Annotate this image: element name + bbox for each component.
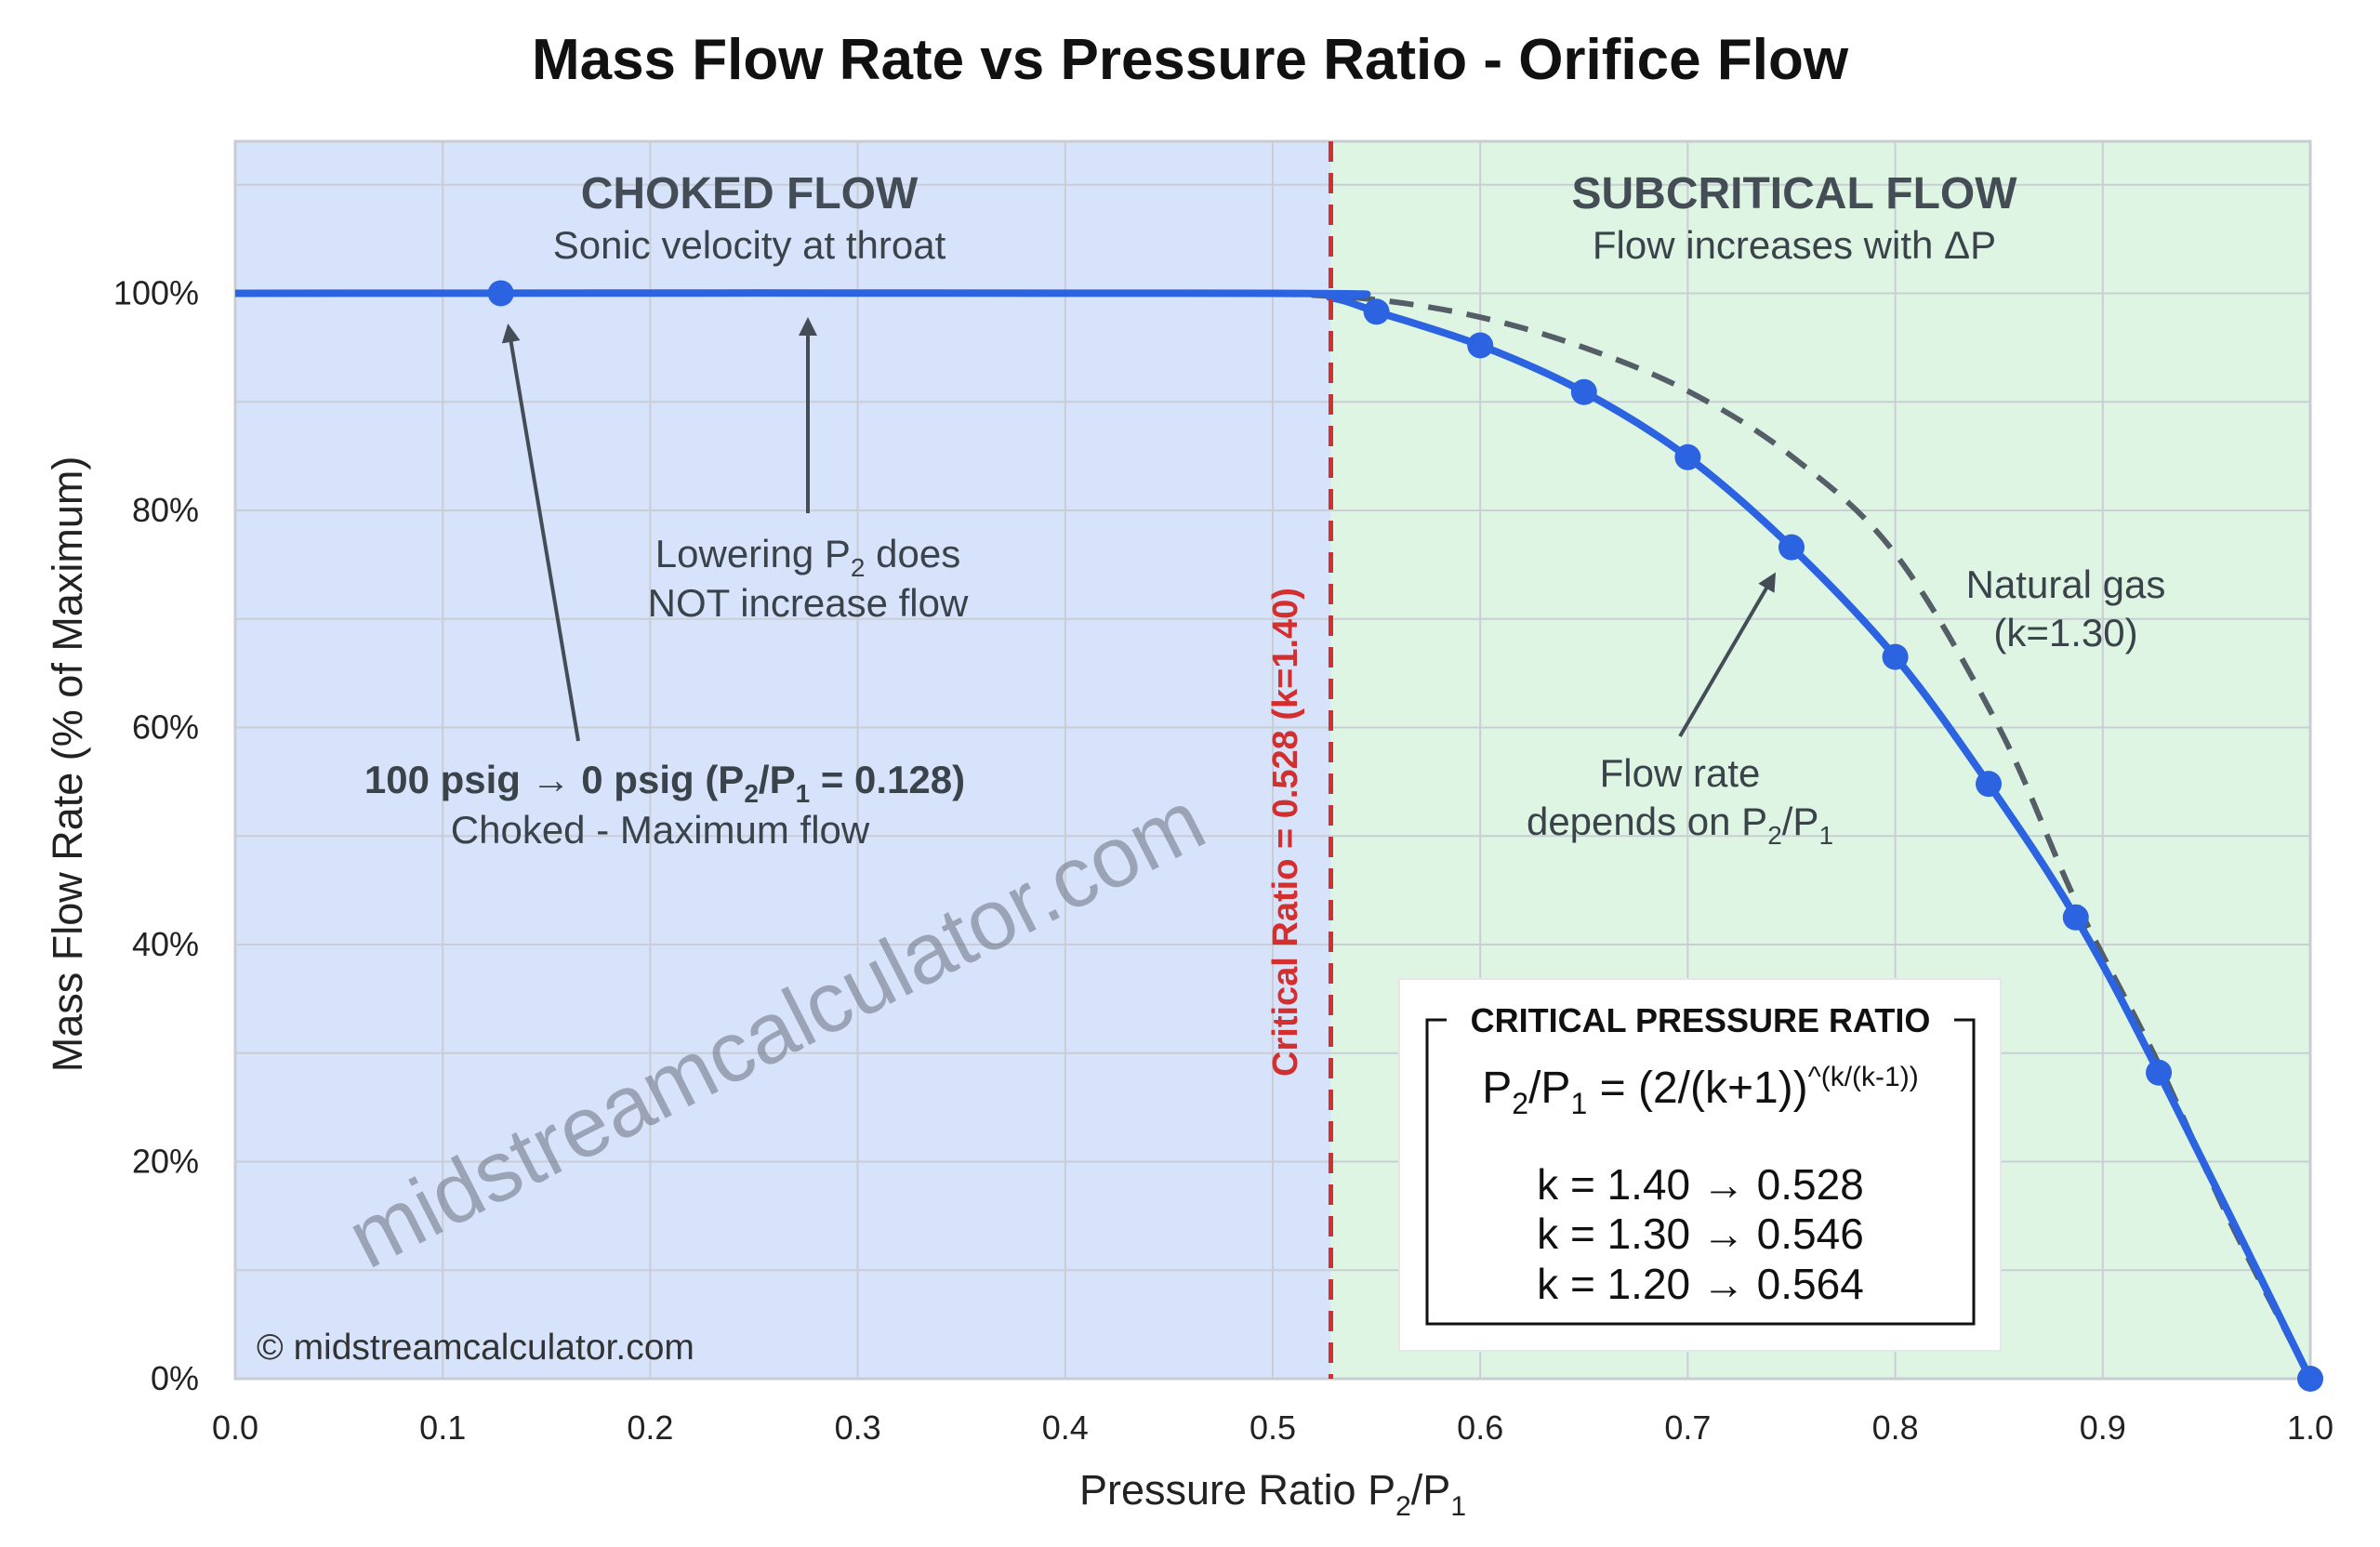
chart-title: Mass Flow Rate vs Pressure Ratio - Orifi… [532,28,1849,92]
data-point [1674,443,1701,470]
formula-row: k = 1.30 → 0.546 [1537,1210,1864,1258]
critical-ratio-label: Critical Ratio = 0.528 (k=1.40) [1266,588,1305,1077]
choked-flow-label: CHOKED FLOW [581,169,919,218]
data-point [1363,298,1390,325]
subcritical-flow-sublabel: Flow increases with ΔP [1593,223,1996,267]
x-tick-label: 0.4 [1042,1408,1089,1447]
x-tick-label: 0.1 [419,1408,466,1447]
subcritical-flow-label: SUBCRITICAL FLOW [1571,169,2017,218]
x-tick-label: 0.8 [1872,1408,1919,1447]
region-0 [235,141,1331,1379]
annotation-natural-gas-line1: Natural gas [1966,562,2166,606]
data-point [1882,643,1909,670]
x-tick-label: 1.0 [2287,1408,2334,1447]
arrow-psig [501,324,580,742]
y-tick-label: 0% [151,1359,199,1397]
y-tick-label: 100% [113,273,199,311]
data-point [1976,771,2003,798]
x-axis-label: Pressure Ratio P2/P1 [1079,1466,1466,1522]
arrow-flow-rate [1678,572,1777,738]
plot-frame [233,139,2312,1381]
choked-flow-sublabel: Sonic velocity at throat [553,223,946,267]
data-point [1467,332,1494,359]
data-point [1570,378,1597,405]
formula-row: k = 1.20 → 0.564 [1537,1260,1864,1308]
y-ticks: 0% 20% 40% 60% 80% 100% [113,273,199,1397]
data-point [2146,1059,2173,1086]
data-point [487,280,514,307]
formula: P2/P1 = (2/(k+1))^(k/(k-1)) [1482,1062,1918,1120]
y-tick-label: 20% [132,1142,199,1180]
x-tick-label: 0.2 [627,1408,673,1447]
x-tick-label: 0.5 [1250,1408,1296,1447]
annotation-flow-rate-line1: Flow rate [1600,751,1761,795]
annotation-flow-rate-line2: depends on P2/P1 [1527,800,1833,850]
data-point [1778,534,1805,561]
y-tick-label: 80% [132,491,199,529]
annotation-psig-line1: 100 psig → 0 psig (P2/P1 = 0.128) [364,758,965,808]
series [234,280,2323,1392]
natural-gas-curve [1272,290,2313,1381]
data-point [2297,1366,2323,1392]
x-tick-label: 0.9 [2080,1408,2126,1447]
annotation-lowering-line2: NOT increase flow [648,581,969,625]
x-ticks: 0.0 0.1 0.2 0.3 0.4 0.5 0.6 0.7 0.8 0.9 1.0 [212,1408,2334,1447]
x-tick-label: 0.6 [1457,1408,1503,1447]
formula-box-title: CRITICAL PRESSURE RATIO [1471,1001,1931,1039]
formula-row: k = 1.40 → 0.528 [1537,1160,1864,1209]
annotation-lowering-line1: Lowering P2 does [655,532,960,582]
y-tick-label: 40% [132,925,199,963]
flow-curve [234,289,2314,1381]
y-axis-label: Mass Flow Rate (% of Maximum) [44,456,91,1073]
annotation-natural-gas-line2: (k=1.30) [1993,611,2137,654]
x-tick-label: 0.3 [835,1408,881,1447]
copyright: © midstreamcalculator.com [257,1328,694,1368]
y-tick-label: 60% [132,707,199,746]
x-tick-label: 0.0 [212,1408,258,1447]
x-tick-label: 0.7 [1664,1408,1711,1447]
data-point [2062,904,2089,931]
formula-box: CRITICAL PRESSURE RATIO P2/P1 = (2/(k+1)… [1398,978,2002,1352]
annotation-psig-line2: Choked - Maximum flow [451,808,870,852]
